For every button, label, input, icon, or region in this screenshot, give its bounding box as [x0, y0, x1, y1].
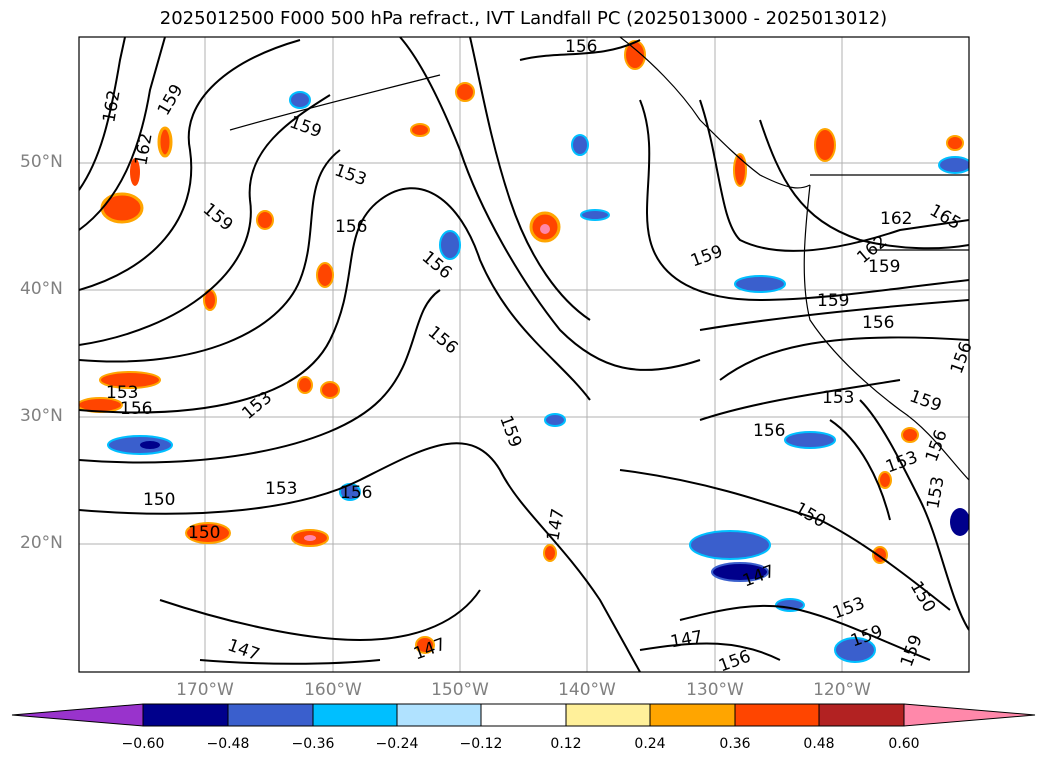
contour-label: 150 [188, 523, 220, 543]
contour-label: 162 [880, 209, 912, 229]
contour-label: 153 [106, 383, 138, 403]
contour-label: 156 [753, 421, 785, 441]
colorbar-segment [649, 703, 736, 727]
refractivity-contours [79, 37, 969, 672]
colorbar-tick-label: 0.12 [550, 736, 582, 752]
lon-label: 170°W [176, 680, 234, 700]
contour-label: 156 [120, 399, 152, 419]
colorbar-tick-label: −0.60 [121, 736, 165, 752]
colorbar [11, 703, 1036, 727]
lat-label: 20°N [20, 533, 63, 553]
colorbar-tick-label: −0.12 [459, 736, 503, 752]
map-frame [78, 36, 970, 673]
lon-label: 120°W [813, 680, 871, 700]
colorbar-tick-label: 0.36 [719, 736, 751, 752]
contour-label: 159 [817, 291, 849, 311]
graticule [79, 37, 969, 672]
contour-label: 153 [822, 388, 854, 408]
colorbar-tick-label: −0.48 [206, 736, 250, 752]
lat-label: 30°N [20, 406, 63, 426]
colorbar-segment [818, 703, 905, 727]
contour-label: 156 [340, 483, 372, 503]
map-title: 2025012500 F000 500 hPa refract., IVT La… [159, 8, 888, 29]
coastlines [229, 37, 969, 481]
lon-label: 160°W [304, 680, 362, 700]
contour-label: 150 [143, 490, 175, 510]
colorbar-extend-high [903, 703, 1036, 727]
lon-label: 150°W [431, 680, 489, 700]
map-panel [79, 37, 969, 672]
colorbar-tick-label: 0.60 [888, 736, 920, 752]
ivt-fill-blobs [79, 40, 969, 663]
contour-label: 156 [565, 37, 597, 57]
contour-label: 156 [335, 217, 367, 237]
lon-label: 130°W [686, 680, 744, 700]
colorbar-tick-label: 0.24 [634, 736, 666, 752]
contour-label: 153 [265, 479, 297, 499]
colorbar-extend-low [11, 703, 144, 727]
contour-label: 159 [868, 257, 900, 277]
colorbar-tick-label: −0.24 [375, 736, 419, 752]
colorbar-tick-label: −0.36 [291, 736, 335, 752]
colorbar-tick-label: 0.48 [803, 736, 835, 752]
contour-label: 156 [862, 313, 894, 333]
colorbar-segment [480, 703, 567, 727]
lat-label: 40°N [20, 279, 63, 299]
colorbar-segment [312, 703, 398, 727]
colorbar-segment [565, 703, 651, 727]
colorbar-segment [396, 703, 482, 727]
colorbar-segment [142, 703, 229, 727]
colorbar-segment [227, 703, 314, 727]
colorbar-segment [734, 703, 820, 727]
lon-label: 140°W [558, 680, 616, 700]
lat-label: 50°N [20, 152, 63, 172]
